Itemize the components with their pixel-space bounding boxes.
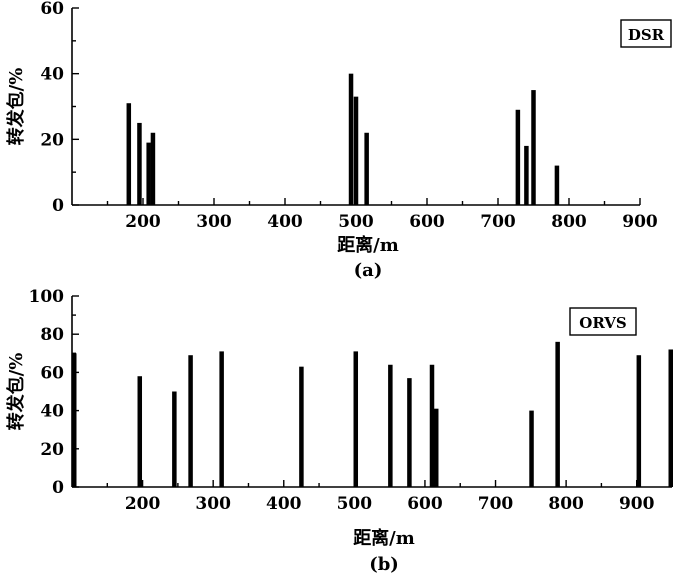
bar <box>388 364 393 487</box>
bar <box>126 103 132 205</box>
legend-box <box>620 19 672 48</box>
legend-label: DSR <box>628 26 665 44</box>
x-tick-label: 600 <box>407 494 443 514</box>
panel-b-orvs: 0 20 40 60 80 100 200 300 400 500 600 700 800 900 ORVS… <box>5 287 673 575</box>
x-tick-label: 400 <box>266 494 302 514</box>
bar <box>668 349 673 487</box>
bar <box>529 410 534 487</box>
bar <box>172 391 177 487</box>
x-tick-label: 200 <box>125 212 161 232</box>
y-axis-title: 转发包/% <box>5 68 27 146</box>
x-axis-title: 距离/m <box>337 234 399 256</box>
y-tick-label: 100 <box>29 287 65 307</box>
bar <box>636 355 642 487</box>
bar <box>348 73 354 206</box>
bar <box>524 145 529 205</box>
x-tick-label: 600 <box>409 212 445 232</box>
bar <box>433 408 439 487</box>
bar <box>429 364 435 487</box>
bar <box>531 90 536 205</box>
x-tick-label: 900 <box>622 212 658 232</box>
bar <box>72 353 77 487</box>
bar <box>150 132 156 205</box>
y-tick-label: 60 <box>40 363 64 383</box>
bar <box>515 109 521 205</box>
x-tick-label: 300 <box>195 494 231 514</box>
bar <box>555 341 560 487</box>
x-tick-label: 300 <box>196 212 232 232</box>
x-tick-label: 800 <box>551 212 587 232</box>
x-tick-label: 800 <box>548 494 584 514</box>
x-tick-label: 500 <box>337 494 373 514</box>
y-tick-label: 40 <box>40 402 64 422</box>
y-axis-title: 转发包/% <box>5 353 27 431</box>
bar <box>353 351 359 487</box>
x-tick-label: 700 <box>480 212 516 232</box>
bar <box>299 366 304 487</box>
bar <box>554 165 560 205</box>
panel-caption: (a) <box>354 260 383 281</box>
y-tick-label: 0 <box>52 478 64 498</box>
y-tick-label: 40 <box>40 65 64 85</box>
bar <box>137 376 143 487</box>
bar <box>353 96 359 205</box>
x-tick-label: 500 <box>338 212 374 232</box>
x-tick-label: 700 <box>478 494 514 514</box>
bar <box>407 378 412 487</box>
y-tick-label: 80 <box>40 325 64 345</box>
panel-caption: (b) <box>369 554 399 575</box>
x-tick-label: 400 <box>267 212 303 232</box>
bar <box>146 142 151 205</box>
bar <box>188 355 193 487</box>
y-tick-label: 60 <box>40 0 64 19</box>
legend-box <box>569 307 637 336</box>
panel-a-dsr: 0 20 40 60 200 300 400 500 600 700 800 900 DSR 距离/m 转发… <box>5 0 672 281</box>
y-tick-label: 20 <box>40 440 64 460</box>
bar <box>364 132 369 205</box>
x-axis-title: 距离/m <box>353 527 415 549</box>
y-tick-label: 0 <box>52 196 64 216</box>
bar <box>219 351 224 487</box>
x-tick-label: 900 <box>619 494 655 514</box>
x-tick-label: 200 <box>125 494 161 514</box>
bar <box>137 122 142 205</box>
y-tick-label: 20 <box>40 130 64 150</box>
legend-label: ORVS <box>579 314 626 332</box>
